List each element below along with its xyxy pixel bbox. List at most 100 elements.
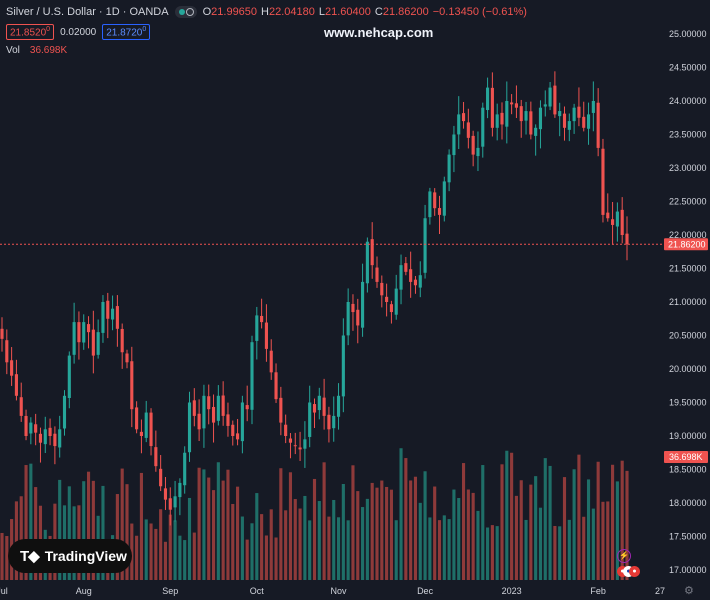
candle-body	[596, 102, 600, 148]
tradingview-logo-text: TradingView	[44, 548, 127, 564]
candle-body	[269, 350, 273, 373]
y-tick-label: 23.00000	[669, 163, 707, 173]
volume-bar	[524, 519, 528, 580]
volume-bar	[207, 477, 211, 580]
settings-gear-icon[interactable]: ⚙	[684, 585, 694, 597]
volume-bar	[216, 462, 220, 580]
volume-bar	[404, 458, 408, 580]
tradingview-logo[interactable]: T◆ TradingView	[8, 539, 132, 573]
candle-body	[375, 267, 379, 282]
volume-bar	[413, 476, 418, 580]
lightning-event-icon[interactable]: ⚡	[617, 549, 631, 563]
volume-value: 36.698K	[29, 45, 68, 56]
candle-body	[336, 395, 341, 417]
volume-bar	[625, 470, 629, 580]
candle-body	[106, 300, 110, 319]
volume-bar	[442, 515, 446, 580]
candle-body	[240, 402, 244, 442]
candle-body	[53, 433, 57, 447]
candle-body	[558, 111, 562, 117]
candle-body	[24, 415, 28, 436]
y-tick-label: 22.00000	[669, 230, 707, 240]
flag-icon: ●	[623, 566, 634, 577]
volume-bar	[125, 484, 129, 580]
volume-bar	[115, 494, 119, 580]
visibility-toggle-icon[interactable]	[174, 6, 197, 18]
candle-body	[82, 322, 86, 343]
y-tick-label: 17.00000	[669, 565, 707, 575]
candle-body	[144, 412, 148, 438]
candle-body	[529, 111, 533, 135]
volume-bar	[370, 482, 374, 580]
buy-button[interactable]: 21.87200	[102, 24, 151, 41]
volume-bar	[312, 478, 317, 580]
trade-buttons-row: 21.85200 0.02000 21.87200	[6, 24, 151, 41]
candle-body	[332, 415, 336, 429]
volume-bar	[385, 486, 389, 580]
candle-body	[168, 498, 172, 510]
candle-body	[216, 395, 220, 421]
volume-bar	[284, 510, 288, 580]
candle-body	[29, 422, 33, 434]
tradingview-mark-icon: T◆	[20, 548, 40, 565]
volume-bar	[178, 535, 182, 580]
volume-bar	[260, 514, 264, 580]
candle-body	[385, 296, 389, 302]
volume-bar	[226, 469, 230, 580]
candle-body	[163, 488, 168, 500]
candle-body	[86, 324, 91, 333]
candle-body	[447, 154, 451, 183]
candle-body	[471, 135, 475, 155]
volume-bar	[322, 462, 326, 580]
x-tick-label: Dec	[417, 586, 434, 596]
candle-body	[58, 429, 62, 448]
candle-body	[577, 106, 581, 118]
volume-bar	[510, 452, 514, 580]
volume-bar	[250, 523, 254, 580]
volume-bar	[19, 496, 23, 580]
volume-label[interactable]: Vol	[6, 45, 20, 56]
volume-bar	[346, 520, 350, 580]
volume-bar	[245, 539, 249, 580]
economic-events-icon[interactable]: ● ● ●	[617, 566, 640, 578]
candle-body	[274, 372, 278, 400]
candle-body	[115, 306, 119, 329]
y-tick-label: 23.50000	[669, 130, 707, 140]
candle-body	[236, 433, 240, 440]
candle-body	[38, 433, 43, 443]
volume-bar	[168, 514, 172, 580]
volume-bar	[495, 526, 499, 580]
volume-bar	[5, 536, 9, 580]
candle-body	[341, 335, 345, 397]
candle-body	[418, 275, 422, 288]
candle-body	[611, 219, 615, 225]
symbol-title[interactable]: Silver / U.S. Dollar · 1D · OANDA	[6, 6, 169, 18]
candle-body	[514, 103, 518, 108]
candle-body	[284, 424, 288, 436]
candle-body	[135, 407, 139, 430]
candle-body	[389, 304, 393, 313]
volume-bar	[519, 480, 523, 580]
volume-bar	[274, 537, 278, 580]
volume-bar	[543, 458, 547, 580]
volume-bar	[418, 502, 422, 580]
volume-bar	[0, 532, 4, 580]
candle-body	[72, 322, 76, 355]
volume-bar	[399, 448, 403, 580]
volume-bar	[139, 472, 143, 580]
candle-body	[149, 412, 153, 447]
chart-header: Silver / U.S. Dollar · 1D · OANDA O21.99…	[6, 6, 527, 18]
volume-bar	[365, 498, 369, 580]
volume-bar	[486, 527, 490, 580]
volume-bar	[317, 501, 321, 580]
sell-button[interactable]: 21.85200	[6, 24, 55, 41]
volume-bar	[553, 526, 557, 580]
volume-bar	[490, 525, 494, 580]
candle-body	[245, 405, 249, 410]
x-tick-label: Aug	[76, 586, 92, 596]
candle-body	[428, 191, 432, 218]
candle-body	[130, 361, 134, 410]
candlesticks	[0, 71, 629, 526]
volume-bar	[231, 503, 235, 580]
